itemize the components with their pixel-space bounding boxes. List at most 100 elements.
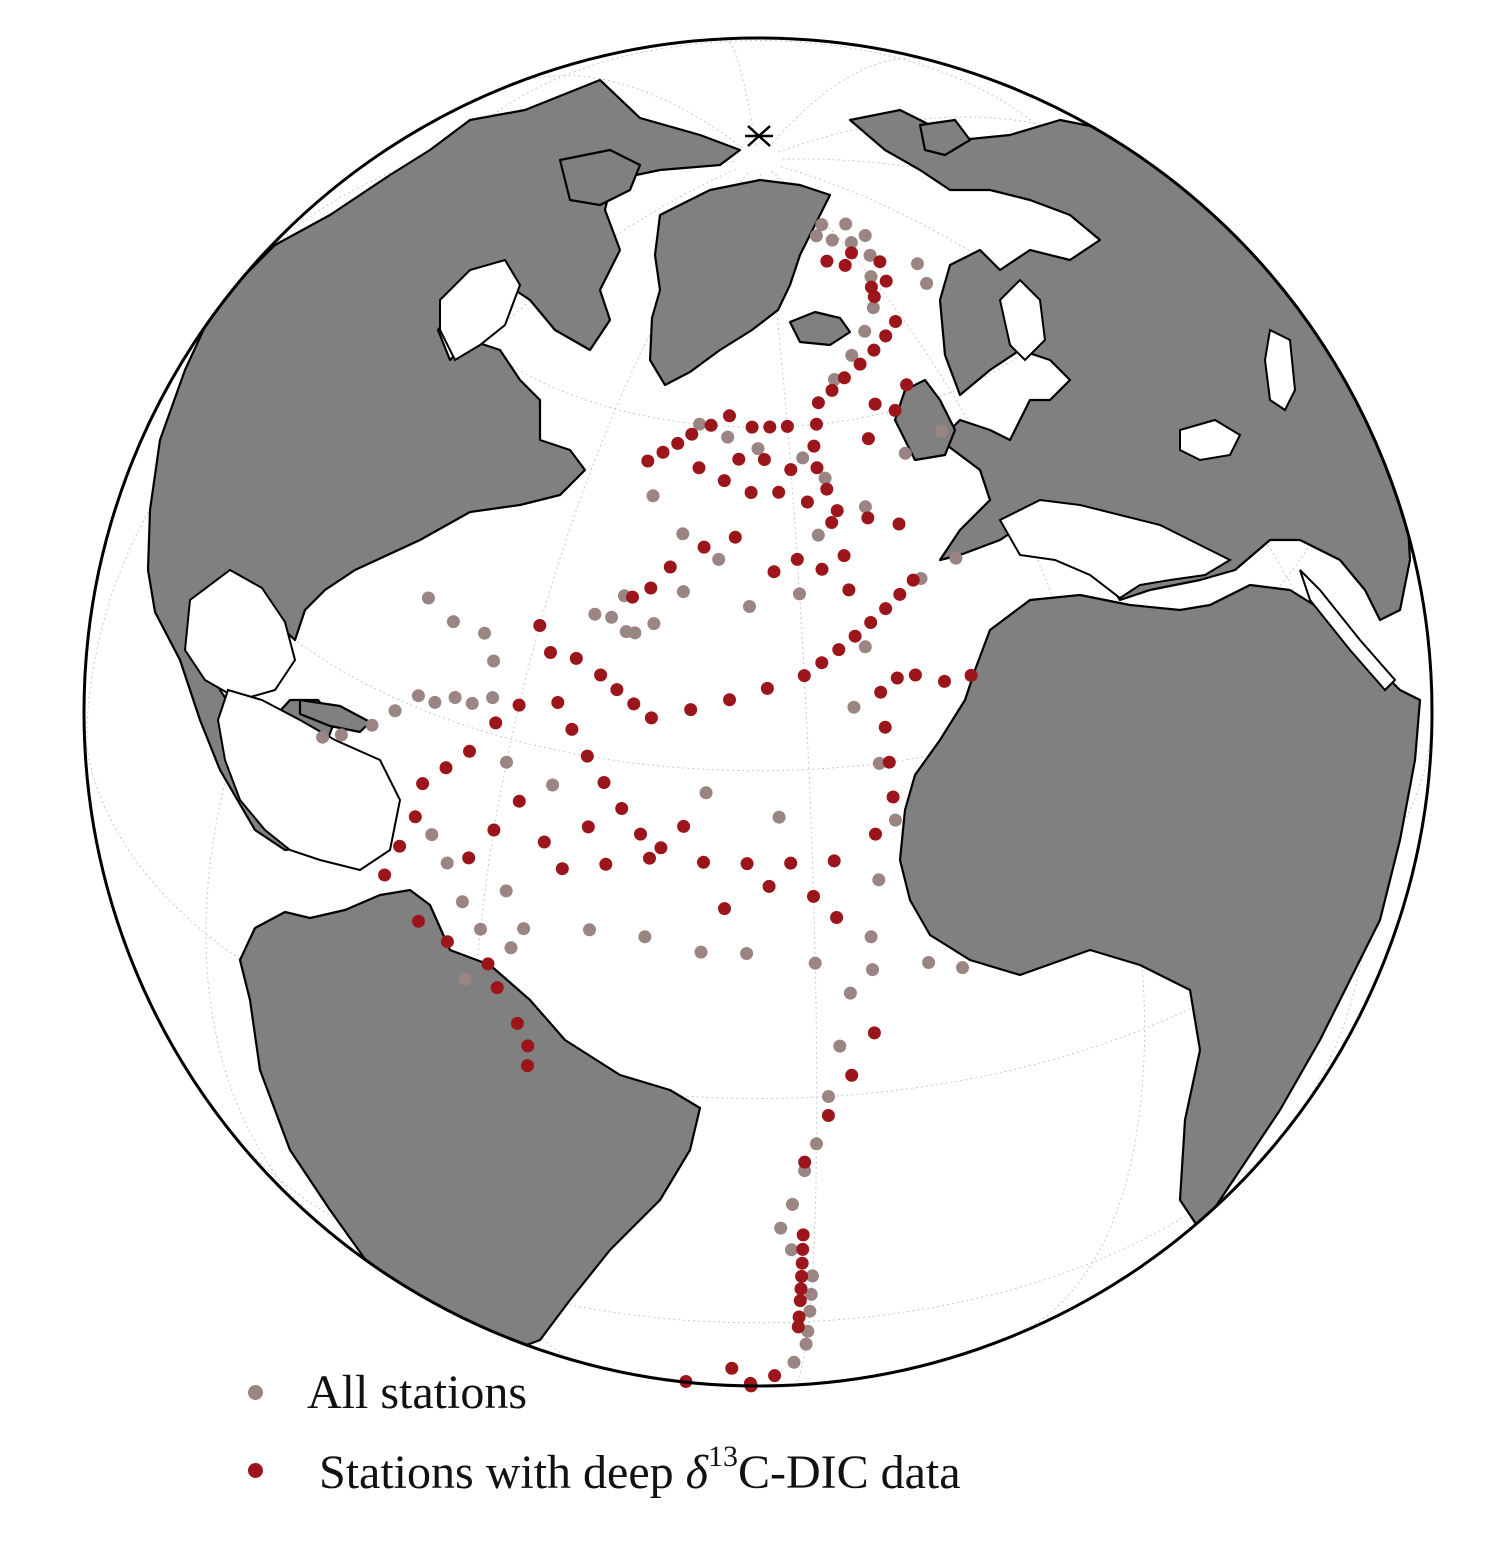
station-marker-all xyxy=(799,1337,813,1351)
station-marker-deep xyxy=(565,722,579,736)
station-marker-all xyxy=(858,324,872,338)
station-marker-deep xyxy=(830,911,844,924)
station-marker-deep xyxy=(869,827,882,841)
station-marker-deep xyxy=(594,668,608,682)
station-marker-all xyxy=(504,941,518,955)
station-marker-all xyxy=(898,446,912,460)
station-marker-all xyxy=(388,704,402,718)
station-marker-deep xyxy=(627,697,641,711)
station-marker-deep xyxy=(663,560,677,574)
station-marker-all xyxy=(440,856,454,870)
station-marker-all xyxy=(864,270,878,284)
station-marker-deep xyxy=(830,504,844,518)
station-marker-deep xyxy=(463,744,476,758)
station-marker-deep xyxy=(544,646,557,659)
station-marker-deep xyxy=(848,629,862,643)
station-marker-deep xyxy=(439,761,453,775)
station-marker-deep xyxy=(800,495,814,509)
legend-label-all-stations: All stations xyxy=(307,1365,528,1419)
station-marker-all xyxy=(478,626,491,640)
station-marker-deep xyxy=(780,419,794,433)
station-marker-deep xyxy=(745,420,759,434)
british-isles-landmass xyxy=(893,378,957,462)
station-marker-deep xyxy=(879,329,893,343)
station-marker-deep xyxy=(580,749,594,763)
africa-landmass xyxy=(898,583,1422,1232)
station-marker-all xyxy=(647,617,661,631)
deep-stations-layer xyxy=(378,246,978,1393)
legend-delta-symbol: δ xyxy=(685,1446,708,1499)
station-marker-deep xyxy=(878,720,892,734)
station-marker-deep xyxy=(795,1256,809,1270)
caspian-sea xyxy=(1263,328,1297,412)
graticule-meridian xyxy=(239,135,737,282)
station-marker-deep xyxy=(533,619,547,632)
station-marker-deep xyxy=(717,474,731,488)
station-marker-all xyxy=(810,1137,823,1151)
station-marker-all xyxy=(920,276,934,290)
legend: All stations Stations with deep δ13C-DIC… xyxy=(240,1362,1140,1512)
north-america-landmass xyxy=(146,78,742,852)
station-marker-all xyxy=(588,607,602,621)
station-marker-all xyxy=(888,813,902,827)
station-marker-deep xyxy=(440,935,454,949)
station-marker-all xyxy=(740,947,754,960)
station-marker-all xyxy=(922,956,936,969)
station-marker-all xyxy=(458,972,472,986)
station-marker-deep xyxy=(704,418,718,432)
station-marker-all xyxy=(833,1039,847,1053)
station-marker-deep xyxy=(762,879,776,893)
station-marker-all xyxy=(693,417,706,431)
station-marker-deep xyxy=(512,698,526,712)
station-marker-deep xyxy=(643,851,656,865)
graticule-meridian xyxy=(777,116,1182,188)
station-marker-all xyxy=(546,778,560,792)
station-marker-all xyxy=(638,930,652,944)
station-marker-deep xyxy=(487,823,501,837)
legend-deep-suffix: C-DIC data xyxy=(737,1446,961,1499)
station-marker-deep xyxy=(725,1361,739,1375)
station-marker-all xyxy=(785,1243,798,1257)
station-marker-all xyxy=(872,873,886,887)
station-marker-deep xyxy=(867,290,881,304)
station-marker-deep xyxy=(795,1269,809,1283)
station-marker-all xyxy=(646,489,660,503)
all-stations-layer xyxy=(316,217,969,1369)
station-marker-all xyxy=(500,755,513,769)
mediterranean-sea xyxy=(998,498,1233,600)
station-marker-deep xyxy=(555,862,569,876)
station-marker-deep xyxy=(481,957,495,971)
station-marker-deep xyxy=(744,486,758,499)
station-marker-all xyxy=(465,696,479,710)
black-sea xyxy=(1179,418,1242,462)
station-marker-deep xyxy=(890,671,904,685)
station-marker-all xyxy=(676,585,690,599)
legend-entry-deep-stations: Stations with deep δ13C-DIC data xyxy=(240,1440,961,1500)
station-marker-deep xyxy=(820,482,834,496)
station-marker-deep xyxy=(489,716,503,730)
x-cross-icon xyxy=(745,125,773,147)
station-marker-deep xyxy=(908,668,922,682)
station-marker-deep xyxy=(772,485,786,499)
inland-waters xyxy=(183,258,1397,872)
station-marker-deep xyxy=(810,417,823,431)
station-marker-all xyxy=(628,626,642,640)
station-marker-all xyxy=(847,700,861,714)
station-marker-all xyxy=(772,810,786,824)
station-marker-all xyxy=(486,691,500,705)
station-marker-deep xyxy=(827,854,841,868)
station-marker-all xyxy=(803,1304,817,1318)
station-marker-all xyxy=(448,691,462,704)
station-marker-all xyxy=(743,600,756,613)
station-marker-deep xyxy=(873,255,887,269)
station-marker-deep xyxy=(889,315,902,328)
station-marker-all xyxy=(845,348,859,362)
graticule-meridian xyxy=(509,74,745,150)
station-marker-deep xyxy=(784,463,798,477)
station-marker-deep xyxy=(845,1068,859,1082)
station-marker-deep xyxy=(825,383,839,397)
station-marker-deep xyxy=(861,432,875,446)
legend-entry-all-stations: All stations xyxy=(240,1362,527,1422)
station-marker-deep xyxy=(740,857,754,871)
